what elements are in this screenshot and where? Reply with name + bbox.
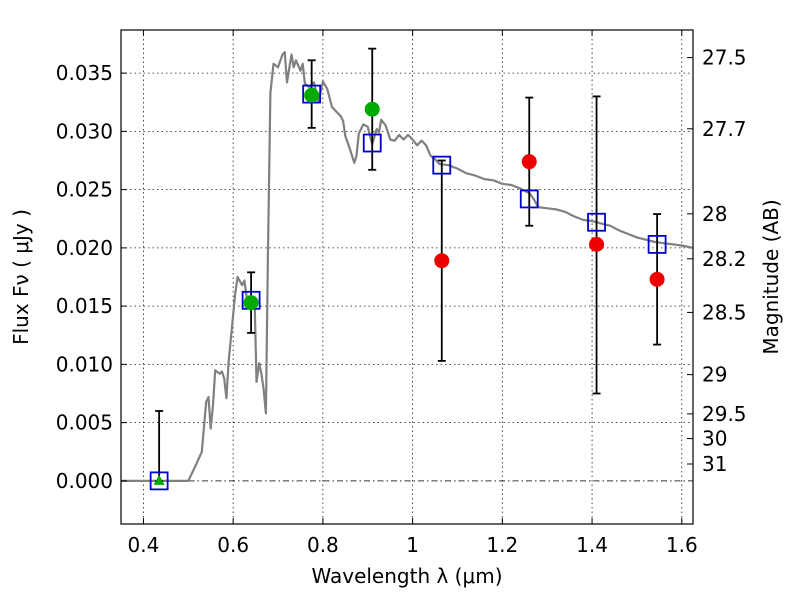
green-data-point xyxy=(304,87,320,103)
right-tick-label: 27.5 xyxy=(702,46,747,70)
data-point-layer xyxy=(153,87,665,485)
x-tick-label: 1.6 xyxy=(666,533,698,557)
y-tick-label: 0.035 xyxy=(56,61,113,85)
sed-model-curve xyxy=(121,51,694,482)
right-tick-label: 29 xyxy=(702,363,727,387)
red-data-point xyxy=(434,253,450,269)
x-tick-label: 0.6 xyxy=(217,533,249,557)
model-flux-box xyxy=(647,234,667,254)
x-tick-label: 0.8 xyxy=(307,533,339,557)
right-tick-label: 29.5 xyxy=(702,402,747,426)
y-tick-label: 0.010 xyxy=(56,352,113,376)
green-data-point xyxy=(364,101,380,117)
sed-curve-layer xyxy=(121,51,694,482)
right-tick-label: 28.5 xyxy=(702,300,747,324)
green-data-point xyxy=(243,295,259,311)
model-flux-box xyxy=(432,155,452,175)
x-axis-title: Wavelength λ (μm) xyxy=(311,564,502,588)
x-tick-label: 1 xyxy=(406,533,419,557)
right-tick-label: 31 xyxy=(702,452,727,476)
model-flux-box xyxy=(587,212,606,232)
y-axis-title: Flux Fν ( μJy ) xyxy=(9,209,33,345)
right-axis-title: Magnitude (AB) xyxy=(759,199,783,354)
x-tick-label: 1.2 xyxy=(486,533,518,557)
model-flux-box xyxy=(362,133,382,153)
y-tick-label: 0.030 xyxy=(56,119,113,143)
model-flux-box xyxy=(149,471,169,491)
y-tick-label: 0.025 xyxy=(56,178,113,202)
right-tick-label: 30 xyxy=(702,427,727,451)
green-upper-limit-marker xyxy=(153,474,165,485)
tick-mark-layer xyxy=(121,30,693,524)
right-tick-label: 28.2 xyxy=(702,247,747,271)
y-tick-label: 0.015 xyxy=(56,294,113,318)
right-tick-label: 28 xyxy=(702,202,727,226)
y-tick-labels: 0.000 0.005 0.010 0.015 0.020 0.025 0.030 0.035 xyxy=(56,61,113,493)
x-tick-label: 0.4 xyxy=(128,533,160,557)
y-tick-label: 0.005 xyxy=(56,411,113,435)
x-tick-labels: 0.4 0.6 0.8 1 1.2 1.4 1.6 xyxy=(128,533,698,557)
red-data-point xyxy=(589,236,605,252)
x-tick-label: 1.4 xyxy=(576,533,608,557)
right-tick-label: 27.7 xyxy=(702,117,747,141)
red-data-point xyxy=(649,271,665,287)
y-tick-label: 0.000 xyxy=(56,469,113,493)
red-data-point xyxy=(521,154,537,170)
model-flux-box xyxy=(519,189,539,209)
plot-frame xyxy=(120,29,694,525)
y-tick-label: 0.020 xyxy=(56,236,113,260)
